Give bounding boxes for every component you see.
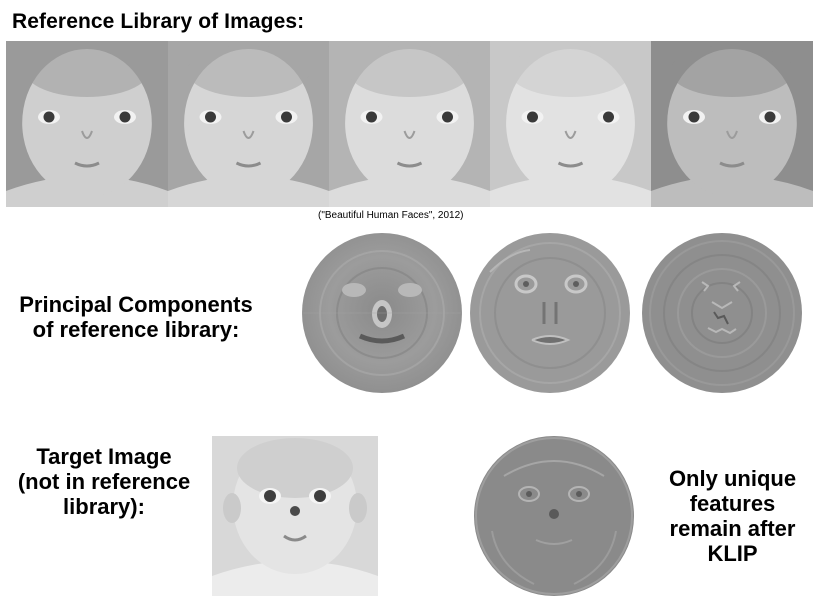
klip-label-line-2: features <box>689 491 776 516</box>
principal-component-1 <box>302 232 462 395</box>
principal-component-3 <box>642 232 802 395</box>
baby-face-4 <box>490 41 651 207</box>
klip-label-line-1: Only unique <box>668 466 797 491</box>
klip-result-label: Only unique features remain after KLIP <box>645 466 820 566</box>
baby-face-3 <box>329 41 490 207</box>
klip-label-line-3: remain after <box>669 516 796 541</box>
baby-face-5 <box>651 41 813 207</box>
baby-face-1 <box>6 41 168 207</box>
image-source-caption: ("Beautiful Human Faces", 2012) <box>318 210 464 221</box>
pc-label-line-1: Principal Components <box>19 292 253 317</box>
reference-image-strip <box>6 41 813 207</box>
principal-components-label: Principal Components of reference librar… <box>0 292 272 342</box>
klip-residual-image <box>474 436 634 596</box>
target-image <box>212 436 378 596</box>
baby-face-2 <box>168 41 329 207</box>
target-label-line-3: library): <box>63 494 145 519</box>
pc-label-line-2: of reference library: <box>32 317 240 342</box>
target-image-label: Target Image (not in reference library): <box>4 444 204 519</box>
klip-label-line-4: KLIP <box>707 541 758 566</box>
target-label-line-2: (not in reference <box>17 469 191 494</box>
reference-library-title: Reference Library of Images: <box>12 10 305 33</box>
principal-component-2 <box>470 232 630 395</box>
target-label-line-1: Target Image <box>36 444 172 469</box>
